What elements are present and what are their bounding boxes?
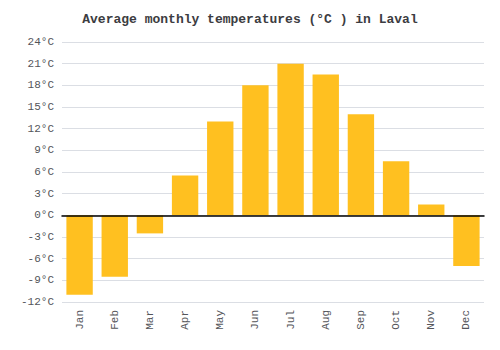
svg-text:-9°C: -9°C: [28, 274, 55, 286]
svg-text:21°C: 21°C: [28, 58, 55, 70]
svg-text:3°C: 3°C: [34, 188, 54, 200]
svg-text:6°C: 6°C: [34, 166, 54, 178]
svg-text:18°C: 18°C: [28, 79, 55, 91]
svg-text:Jul: Jul: [285, 310, 297, 330]
svg-text:24°C: 24°C: [28, 36, 55, 48]
svg-text:Dec: Dec: [460, 310, 472, 330]
svg-text:15°C: 15°C: [28, 101, 55, 113]
svg-text:May: May: [214, 310, 226, 330]
svg-text:0°C: 0°C: [34, 209, 54, 221]
svg-text:Apr: Apr: [179, 310, 191, 330]
svg-text:-3°C: -3°C: [28, 231, 55, 243]
svg-text:Mar: Mar: [144, 310, 156, 330]
svg-text:Feb: Feb: [109, 310, 121, 330]
svg-text:-12°C: -12°C: [21, 296, 54, 308]
svg-text:9°C: 9°C: [34, 144, 54, 156]
svg-text:Aug: Aug: [320, 310, 332, 330]
svg-text:-6°C: -6°C: [28, 253, 55, 265]
svg-text:Sep: Sep: [355, 310, 367, 330]
svg-text:12°C: 12°C: [28, 123, 55, 135]
svg-text:Nov: Nov: [425, 310, 437, 330]
svg-text:Average monthly temperatures (: Average monthly temperatures (°C ) in La…: [82, 12, 418, 27]
svg-text:Jun: Jun: [249, 310, 261, 330]
svg-text:Oct: Oct: [390, 310, 402, 330]
svg-text:Jan: Jan: [74, 310, 86, 330]
